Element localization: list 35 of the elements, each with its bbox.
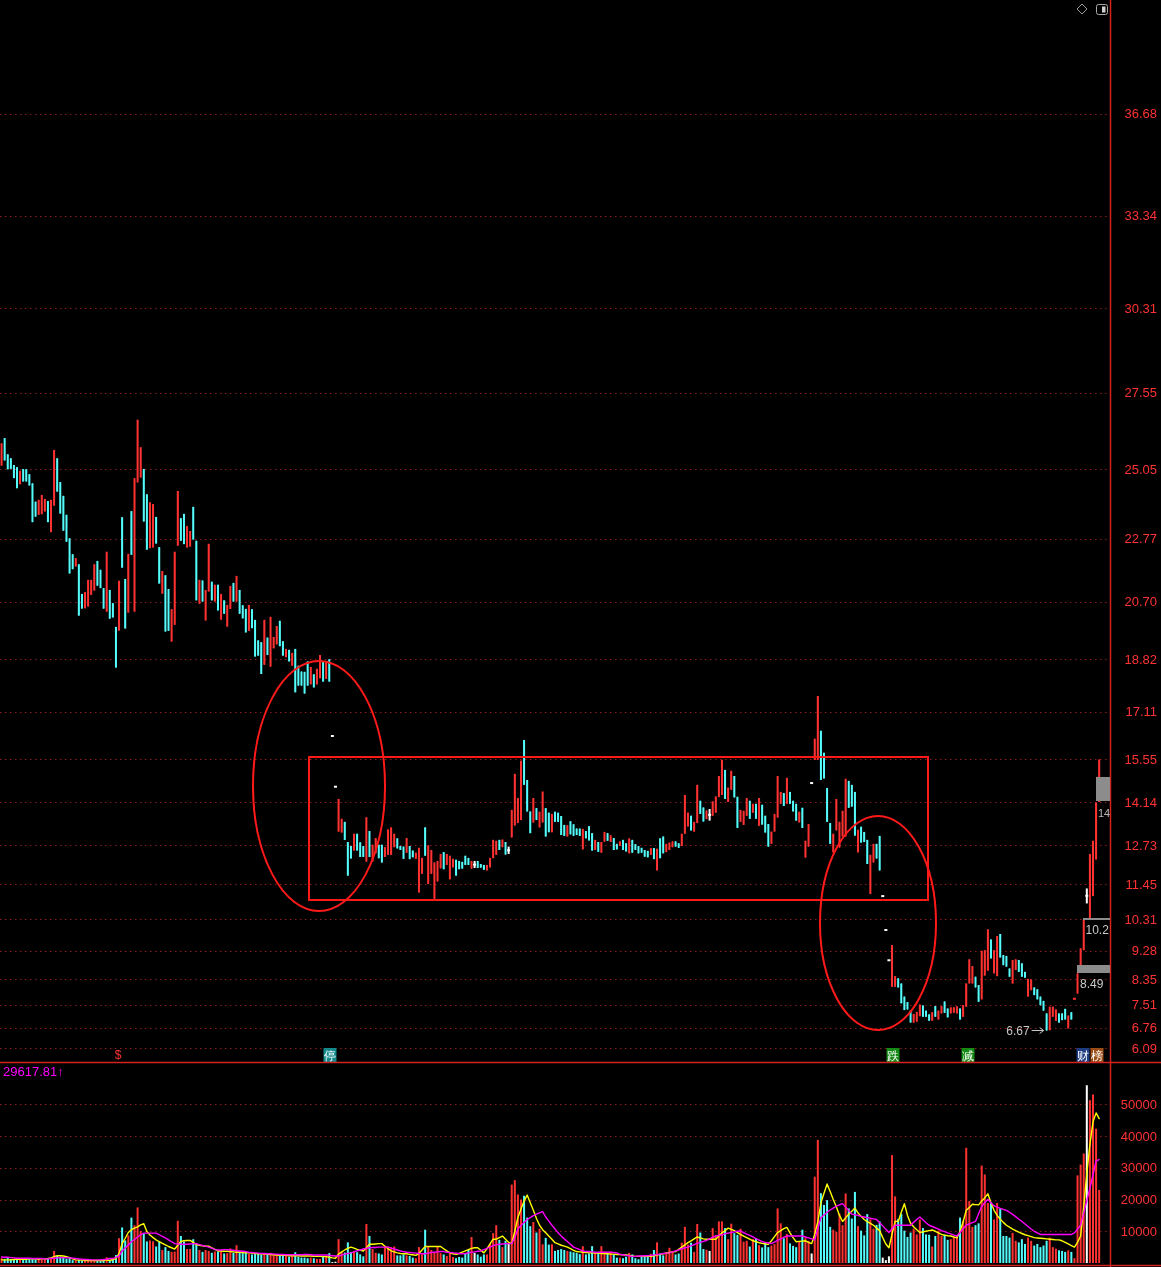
annotation: 榜 [1091,1048,1103,1063]
y-tick-label: 20000 [1120,1192,1157,1207]
y-tick-label: 30.31 [1124,300,1157,316]
annotation: 6.67 [1006,1023,1030,1038]
y-tick-label: 10.31 [1124,911,1157,927]
annotation: $ [114,1048,122,1062]
y-tick-label: 22.77 [1124,531,1157,547]
annotation: 财 [1077,1048,1089,1063]
annotation: 29617.81↑ [3,1063,64,1079]
y-tick-label: 8.35 [1131,971,1157,987]
y-tick-label: 10000 [1120,1223,1157,1239]
y-tick-label: 36.68 [1124,106,1157,122]
annotation: 停 [324,1048,336,1063]
annotation: 8.49 [1080,977,1104,991]
annotation: 14 [1098,807,1111,819]
annotation: 减 [962,1048,974,1063]
y-tick-label: 30000 [1120,1160,1157,1176]
annotation: 跌 [887,1048,899,1063]
y-tick-label: 20.70 [1124,594,1157,610]
y-tick-label: 17.11 [1125,704,1157,720]
y-tick-label: 15.55 [1124,751,1157,767]
y-tick-label: 12.73 [1124,837,1157,853]
y-tick-label: 14.14 [1124,794,1157,810]
y-tick-label: 25.05 [1124,461,1157,477]
y-tick-label: 6.09 [1131,1040,1157,1056]
y-tick-label: 9.28 [1131,943,1157,959]
y-tick-label: 40000 [1120,1128,1157,1144]
y-tick-label: 11.45 [1125,877,1157,892]
y-tick-label: 6.76 [1131,1020,1157,1036]
y-tick-label: 7.51 [1131,997,1157,1013]
y-tick-label: 33.34 [1124,208,1157,224]
y-tick-label: 18.82 [1124,651,1157,667]
y-tick-label: 27.55 [1124,385,1157,401]
y-tick-label: 50000 [1120,1096,1157,1112]
annotation: 10.2 [1085,923,1110,937]
